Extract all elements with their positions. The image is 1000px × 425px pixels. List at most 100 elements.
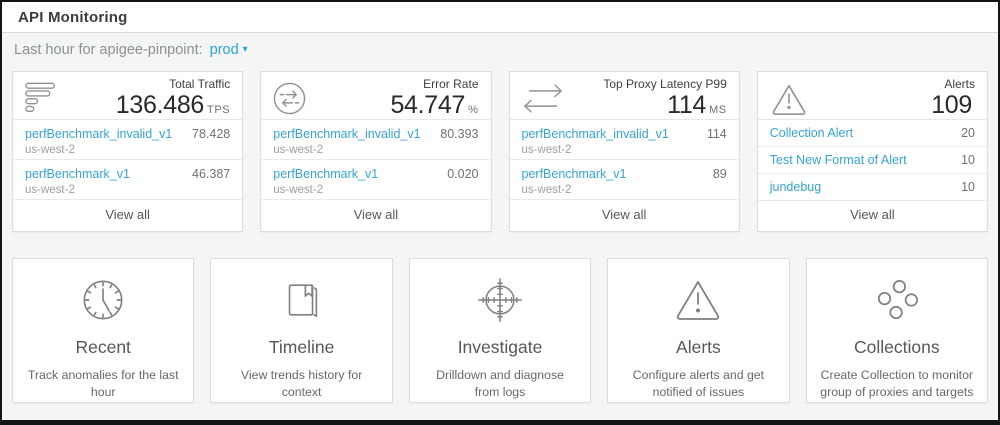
nav-card-alerts[interactable]: Alerts Configure alerts and get notified… <box>607 258 790 403</box>
environment-dropdown[interactable]: prod ▾ <box>210 42 248 58</box>
row-value: 114 <box>706 127 727 141</box>
metric-value-line: 109 <box>931 92 975 123</box>
row-left: perfBenchmark_invalid_v1 us-west-2 <box>522 127 699 157</box>
alert-link[interactable]: Test New Format of Alert <box>769 153 907 167</box>
table-row: perfBenchmark_invalid_v1 us-west-2 78.42… <box>13 120 243 160</box>
traffic-bars-icon <box>25 82 58 113</box>
metric-value-line: 114 MS <box>603 92 726 123</box>
filter-bar: Last hour for apigee-pinpoint: prod ▾ <box>2 33 998 66</box>
nav-card-investigate[interactable]: Investigate Drilldown and diagnose from … <box>408 258 592 403</box>
row-value: 89 <box>712 167 727 181</box>
proxy-link[interactable]: perfBenchmark_invalid_v1 <box>25 127 173 141</box>
row-left: perfBenchmark_v1 us-west-2 <box>25 167 184 197</box>
view-all-link[interactable]: View all <box>105 207 150 222</box>
nav-card-description: Create Collection to monitor group of pr… <box>820 368 974 400</box>
view-all-link[interactable]: View all <box>601 207 647 222</box>
table-row: Collection Alert 20 <box>757 120 987 147</box>
nav-card-title: Collections <box>854 337 940 357</box>
alert-link[interactable]: jundebug <box>769 180 822 194</box>
metric-title: Top Proxy Latency P99 <box>603 77 727 91</box>
nav-card-recent[interactable]: Recent Track anomalies for the last hour <box>12 258 195 403</box>
row-value: 80.393 <box>440 127 479 141</box>
nav-card-description: Configure alerts and get notified of iss… <box>632 368 765 400</box>
page-title: API Monitoring <box>18 8 128 26</box>
metric-card-head-text: Error Rate 54.747% <box>390 77 478 123</box>
nav-cards-row: Recent Track anomalies for the last hour… <box>2 232 998 403</box>
view-all-link[interactable]: View all <box>850 207 895 222</box>
metric-card-error-rate: Error Rate 54.747% perfBenchmark_invalid… <box>260 71 492 232</box>
table-row: Test New Format of Alert 10 <box>757 147 987 174</box>
row-left: perfBenchmark_v1 us-west-2 <box>522 167 705 197</box>
table-row: perfBenchmark_v1 us-west-2 89 <box>509 160 739 200</box>
row-value: 10 <box>961 153 975 167</box>
view-all-wrap: View all <box>13 200 242 231</box>
nav-card-description: View trends history for context <box>240 368 363 400</box>
nav-card-title: Alerts <box>676 337 721 357</box>
metric-value: 136.486 <box>115 91 205 119</box>
metric-card-header: Top Proxy Latency P99 114 MS <box>509 72 739 123</box>
app-header: API Monitoring <box>2 2 998 33</box>
table-row: perfBenchmark_invalid_v1 us-west-2 114 <box>509 120 739 160</box>
metric-unit: % <box>468 104 479 116</box>
nav-card-title: Timeline <box>268 337 335 357</box>
row-value: 10 <box>961 180 975 194</box>
alert-triangle-icon <box>770 82 808 116</box>
investigate-crosshair-icon <box>477 275 523 325</box>
environment-value: prod <box>209 41 239 58</box>
metric-title: Total Traffic <box>169 77 231 91</box>
view-all-wrap: View all <box>261 200 490 231</box>
proxy-link[interactable]: perfBenchmark_invalid_v1 <box>273 127 421 141</box>
proxy-link[interactable]: perfBenchmark_v1 <box>273 167 379 181</box>
region-label: us-west-2 <box>273 144 324 156</box>
nav-card-title: Recent <box>75 337 131 357</box>
metric-card-header: Alerts 109 <box>757 72 987 123</box>
caret-down-icon: ▾ <box>242 43 248 55</box>
timeline-book-icon <box>279 275 325 325</box>
metric-card-head-text: Alerts 109 <box>931 77 975 123</box>
latency-arrows-icon <box>522 82 564 115</box>
metric-card-latency: Top Proxy Latency P99 114 MS perfBenchmar… <box>508 71 740 232</box>
row-value: 46.387 <box>192 167 231 181</box>
table-row: perfBenchmark_v1 us-west-2 46.387 <box>13 160 243 200</box>
filter-label: Last hour for apigee-pinpoint: <box>14 41 203 58</box>
metric-card-header: Total Traffic 136.486 TPS <box>13 72 243 123</box>
nav-card-title: Investigate <box>457 337 543 357</box>
proxy-link[interactable]: perfBenchmark_invalid_v1 <box>521 127 669 141</box>
nav-card-timeline[interactable]: Timeline View trends history for context <box>210 258 393 403</box>
metric-card-total-traffic: Total Traffic 136.486 TPS perfBenchmark_i… <box>12 71 244 232</box>
metric-value: 114 <box>667 91 707 119</box>
view-all-wrap: View all <box>510 200 739 231</box>
metric-unit: MS <box>709 104 727 116</box>
metric-value-line: 136.486 TPS <box>116 92 230 123</box>
row-left: Collection Alert <box>770 126 953 141</box>
nav-card-collections[interactable]: Collections Create Collection to monitor… <box>805 258 989 403</box>
metric-cards-row: Total Traffic 136.486 TPS perfBenchmark_i… <box>2 66 998 232</box>
metric-card-header: Error Rate 54.747% <box>261 72 491 123</box>
metric-value: 109 <box>931 91 972 119</box>
collections-circles-icon <box>874 275 920 325</box>
row-left: perfBenchmark_invalid_v1 us-west-2 <box>25 127 184 157</box>
metric-title: Alerts <box>944 77 975 91</box>
proxy-link[interactable]: perfBenchmark_v1 <box>521 167 627 181</box>
metric-title: Error Rate <box>423 77 479 91</box>
warning-triangle-icon <box>674 275 722 325</box>
alert-link[interactable]: Collection Alert <box>769 126 854 140</box>
view-all-wrap: View all <box>758 201 987 231</box>
table-row: perfBenchmark_v1 us-west-2 0.020 <box>261 160 491 200</box>
region-label: us-west-2 <box>25 144 75 156</box>
metric-value-line: 54.747% <box>390 92 478 123</box>
nav-card-description: Drilldown and diagnose from logs <box>436 368 564 400</box>
row-left: perfBenchmark_invalid_v1 us-west-2 <box>273 127 432 157</box>
row-value: 78.428 <box>192 127 231 141</box>
table-row: perfBenchmark_invalid_v1 us-west-2 80.39… <box>261 120 491 160</box>
metric-card-alerts: Alerts 109 Collection Alert 20 Test New … <box>756 71 988 232</box>
view-all-link[interactable]: View all <box>353 207 399 222</box>
region-label: us-west-2 <box>521 144 572 156</box>
proxy-link[interactable]: perfBenchmark_v1 <box>25 167 130 181</box>
metric-card-head-text: Top Proxy Latency P99 114 MS <box>603 77 726 123</box>
metric-unit: TPS <box>207 104 231 116</box>
row-left: jundebug <box>770 180 953 195</box>
nav-card-description: Track anomalies for the last hour <box>27 368 179 400</box>
row-left: Test New Format of Alert <box>770 153 953 168</box>
